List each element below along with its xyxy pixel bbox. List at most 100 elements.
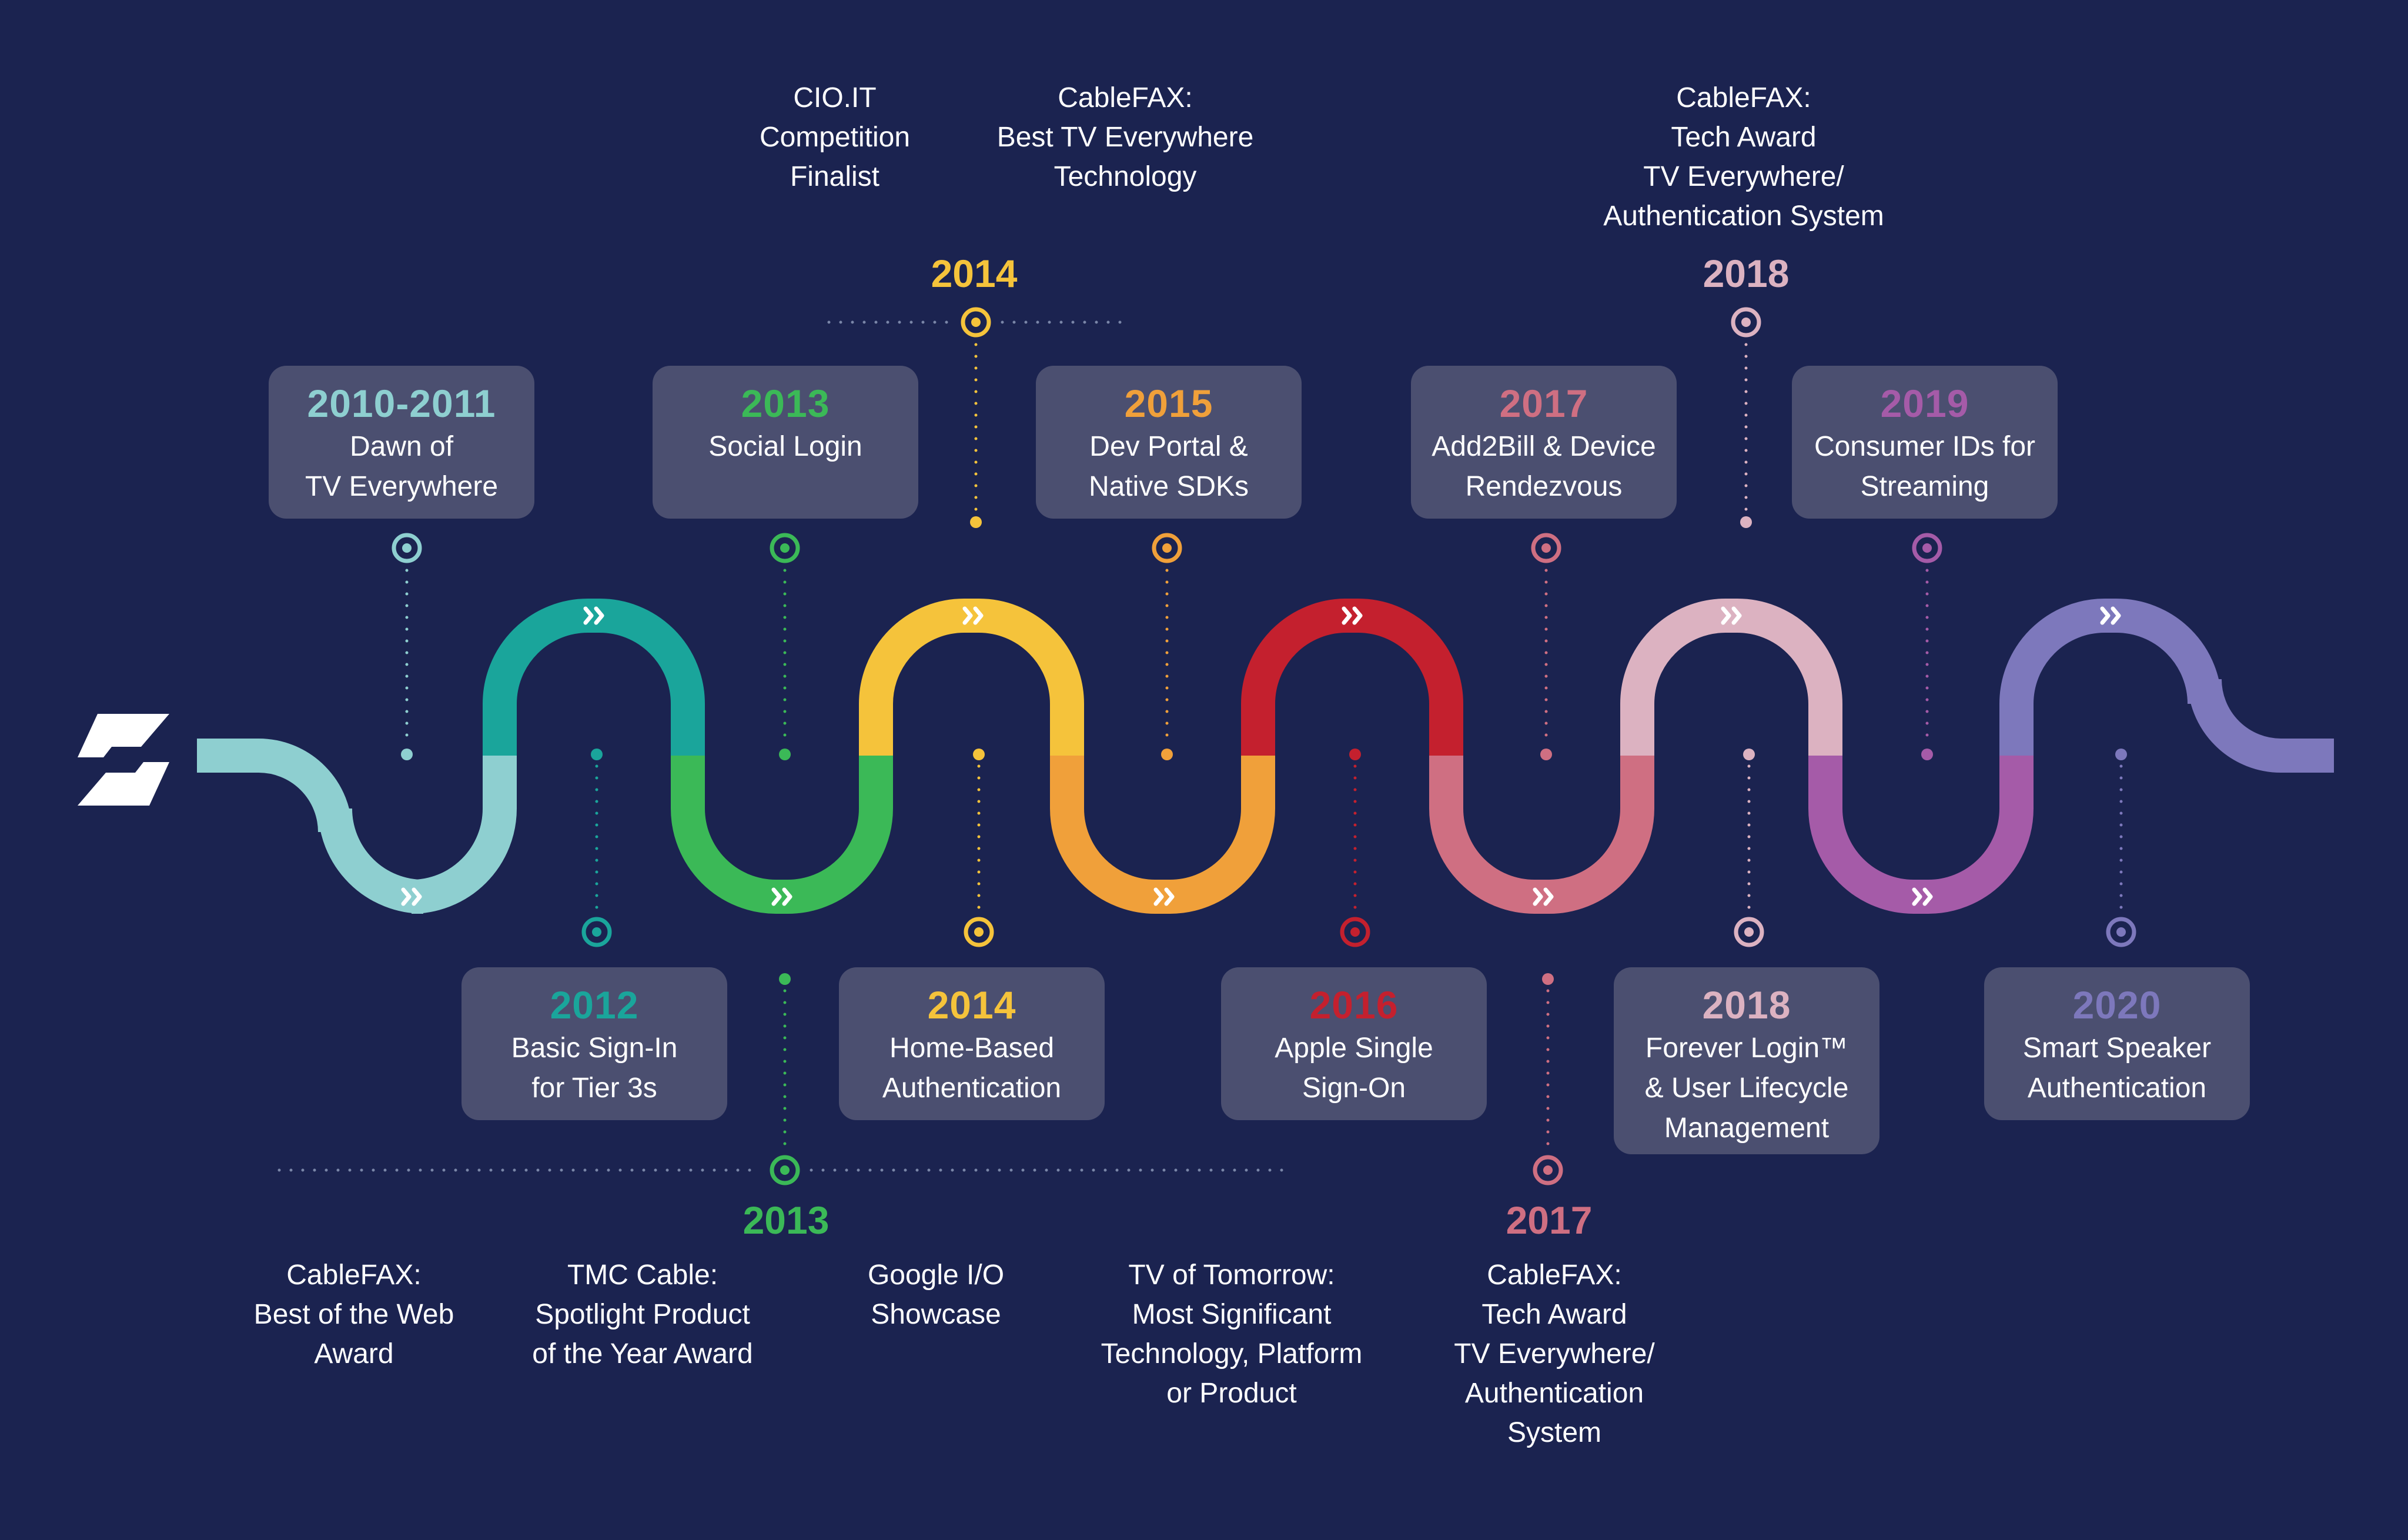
target-icon-center <box>1162 543 1172 553</box>
milestone-label: Basic Sign-In for Tier 3s <box>511 1033 678 1104</box>
target-icon-center <box>2116 927 2126 937</box>
milestone-label: Apple Single Sign-On <box>1275 1033 1433 1104</box>
milestone-label: Dev Portal & Native SDKs <box>1088 431 1249 502</box>
award-target-icon <box>1731 307 1761 338</box>
milestone-card-2020: 2020 Smart Speaker Authentication <box>1984 967 2250 1120</box>
milestone-year: 2014 <box>927 983 1016 1027</box>
award-google-io-2013: Google I/O Showcase <box>867 1260 1005 1330</box>
connector-dot <box>1161 749 1173 760</box>
award-cio-it-2014: CIO.IT Competition Finalist <box>759 82 911 192</box>
target-icon <box>2106 917 2136 947</box>
target-icon-center <box>1744 927 1754 937</box>
target-icon <box>1912 533 1942 563</box>
road-segment-2015 <box>1050 756 1275 914</box>
award-tmc-cable-2013: TMC Cable: Spotlight Product of the Year… <box>532 1260 753 1369</box>
award-year-2013: 2013 <box>743 1198 830 1242</box>
target-icon <box>392 533 422 563</box>
award-target-icon <box>961 307 991 338</box>
target-icon <box>1340 917 1370 947</box>
connector-dot <box>1540 749 1552 760</box>
chevron-right-icon <box>401 887 422 906</box>
chevron-right-icon <box>1721 606 1742 625</box>
chevron-right-icon <box>771 887 792 906</box>
chevron-right-icon <box>1153 887 1175 906</box>
target-icon-center <box>1541 543 1551 553</box>
award-connector-dot <box>1542 973 1554 985</box>
milestone-card-2010-2011: 2010-2011 Dawn of TV Everywhere <box>269 366 534 519</box>
award-connector-dot <box>1740 516 1752 528</box>
award-target-icon <box>770 1155 800 1185</box>
chevron-right-icon <box>962 606 984 625</box>
award-cablefax-2014: CableFAX: Best TV Everywhere Technology <box>996 82 1254 192</box>
target-icon <box>1734 917 1764 947</box>
connector-dot <box>401 749 413 760</box>
milestone-year: 2012 <box>550 983 639 1027</box>
milestone-year: 2016 <box>1309 983 1399 1027</box>
award-connector-dot <box>779 973 791 985</box>
milestone-card-2016: 2016 Apple Single Sign-On <box>1221 967 1487 1120</box>
milestone-year: 2018 <box>1702 983 1791 1027</box>
road-segment-2018 <box>1620 599 1842 756</box>
award-target-icon-center <box>971 318 981 327</box>
milestone-label: Social Login <box>708 431 862 462</box>
milestone-year: 2017 <box>1499 382 1588 425</box>
milestone-card-2019: 2019 Consumer IDs for Streaming <box>1792 366 2058 519</box>
award-year-2017: 2017 <box>1506 1198 1593 1242</box>
award-cablefax-2017: CableFAX: Tech Award TV Everywhere/ Auth… <box>1454 1260 1655 1448</box>
connector-dot <box>779 749 791 760</box>
brand-logo-icon <box>78 714 169 806</box>
milestone-label: Smart Speaker Authentication <box>2022 1033 2212 1104</box>
target-icon-center <box>592 927 601 937</box>
target-icon <box>770 533 800 563</box>
milestone-card-2012: 2012 Basic Sign-In for Tier 3s <box>461 967 727 1120</box>
target-icon <box>1152 533 1182 563</box>
road-segment-2017 <box>1429 756 1654 914</box>
chevron-right-icon <box>1912 887 1933 906</box>
milestone-year: 2015 <box>1124 382 1213 425</box>
road-segment-2012 <box>483 599 705 756</box>
connector-dot <box>1743 749 1755 760</box>
connector-dot <box>1349 749 1361 760</box>
award-target-icon-center <box>1741 318 1751 327</box>
chevron-right-icon <box>1533 887 1554 906</box>
target-icon-center <box>974 927 984 937</box>
milestone-label: Add2Bill & Device Rendezvous <box>1432 431 1656 502</box>
road-segment-2010-2011 <box>197 739 517 914</box>
award-cablefax-2018: CableFAX: Tech Award TV Everywhere/ Auth… <box>1603 82 1884 232</box>
road-segment-2019 <box>1808 756 2034 914</box>
milestone-label: Home-Based Authentication <box>882 1033 1062 1104</box>
chevron-right-icon <box>2100 606 2121 625</box>
target-icon-center <box>1350 927 1360 937</box>
award-tv-of-tomorrow-2013: TV of Tomorrow: Most Significant Technol… <box>1101 1260 1363 1409</box>
target-icon-center <box>1922 543 1932 553</box>
road-segment-2014 <box>859 599 1084 756</box>
milestone-card-2018: 2018 Forever Login™ & User Lifecycle Man… <box>1614 967 1879 1154</box>
award-target-icon <box>1533 1155 1563 1185</box>
milestone-year: 2019 <box>1880 382 1969 425</box>
road-segment-2016 <box>1241 599 1463 756</box>
milestone-card-2013: 2013 Social Login <box>653 366 918 519</box>
award-cablefax-2013: CableFAX: Best of the Web Award <box>253 1260 454 1369</box>
award-year-2018: 2018 <box>1703 252 1790 295</box>
award-target-icon-center <box>1543 1165 1553 1175</box>
milestone-card-2017: 2017 Add2Bill & Device Rendezvous <box>1411 366 1677 519</box>
milestone-card-2015: 2015 Dev Portal & Native SDKs <box>1036 366 1302 519</box>
chevron-right-icon <box>1342 606 1363 625</box>
milestone-year: 2010-2011 <box>307 382 496 425</box>
chevron-right-icon <box>583 606 604 625</box>
award-target-icon-center <box>780 1165 790 1175</box>
road-segment-2013 <box>671 756 893 914</box>
milestone-card-2014: 2014 Home-Based Authentication <box>839 967 1105 1120</box>
milestone-year: 2020 <box>2072 983 2162 1027</box>
road-segment-2020 <box>1999 599 2334 773</box>
connector-dot <box>2115 749 2127 760</box>
milestone-label: Dawn of TV Everywhere <box>305 431 499 502</box>
award-connector-dot <box>970 516 982 528</box>
target-icon <box>1531 533 1561 563</box>
connector-dot <box>973 749 985 760</box>
target-icon-center <box>402 543 412 553</box>
milestone-year: 2013 <box>741 382 830 425</box>
target-icon-center <box>780 543 790 553</box>
target-icon <box>964 917 994 947</box>
